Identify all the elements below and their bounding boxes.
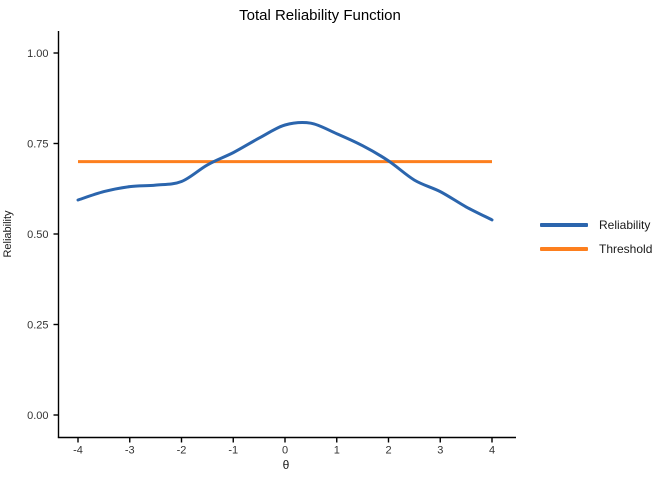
y-tick-label: 0.50	[27, 229, 48, 241]
x-tick-label: 0	[282, 445, 288, 457]
y-tick-label: 0.00	[27, 410, 48, 422]
x-tick-label: 4	[489, 445, 495, 457]
y-axis-title: Reliability	[2, 210, 14, 258]
y-tick-label: 0.75	[27, 139, 48, 151]
legend: Reliability Threshold	[540, 213, 652, 261]
threshold-line-swatch	[540, 247, 588, 251]
x-tick-label: 2	[385, 445, 391, 457]
x-tick-label: 3	[437, 445, 443, 457]
x-tick-label: -1	[228, 445, 238, 457]
legend-item-reliability: Reliability	[540, 213, 652, 237]
chart-title: Total Reliability Function	[239, 7, 401, 24]
x-tick-label: -3	[125, 445, 135, 457]
y-tick-label: 1.00	[27, 48, 48, 60]
x-tick-label: -2	[177, 445, 187, 457]
x-tick-label: -4	[73, 445, 83, 457]
y-tick-label: 0.25	[27, 320, 48, 332]
legend-label-threshold: Threshold	[599, 242, 653, 256]
x-axis-title: θ	[282, 458, 290, 472]
legend-item-threshold: Threshold	[540, 237, 652, 261]
x-tick-label: 1	[334, 445, 340, 457]
reliability-line	[76, 121, 494, 222]
legend-label-reliability: Reliability	[599, 218, 651, 232]
reliability-line-swatch	[540, 223, 588, 227]
